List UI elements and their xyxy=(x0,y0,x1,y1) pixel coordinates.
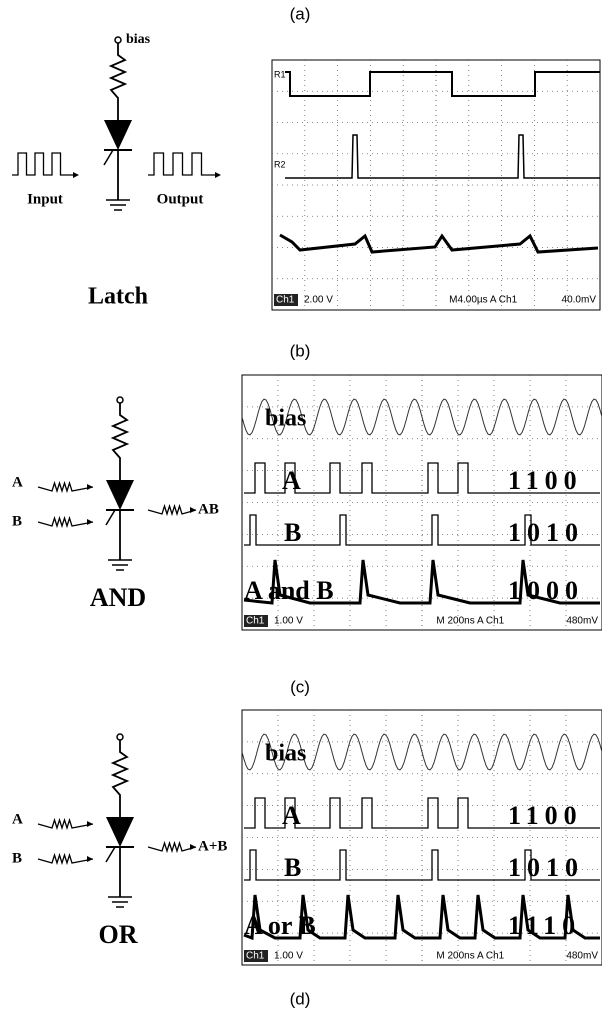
panel-label: (c) xyxy=(290,677,310,696)
panel-label: (b) xyxy=(290,341,311,360)
timebase-label: M 200ns A Ch1 xyxy=(436,616,504,627)
arrow-head xyxy=(215,172,221,178)
panel-label: (d) xyxy=(290,989,311,1008)
output-label: Output xyxy=(157,191,204,207)
volts-label: 1.00 V xyxy=(274,616,303,627)
logic-code: 1100 xyxy=(508,466,583,495)
signal-arrow xyxy=(38,483,93,491)
input-a: A xyxy=(12,474,23,490)
arrow-head xyxy=(190,844,196,850)
resistor xyxy=(113,740,127,817)
arrow-head xyxy=(87,821,93,827)
arrow-head xyxy=(190,507,196,513)
timebase-label: M 200ns A Ch1 xyxy=(436,951,504,962)
arrow-head xyxy=(87,519,93,525)
trigger-label: 480mV xyxy=(566,616,598,627)
thyristor xyxy=(106,817,134,847)
arrow-head xyxy=(87,856,93,862)
trigger-label: 480mV xyxy=(566,951,598,962)
signal-arrow xyxy=(38,855,93,863)
arrow-head xyxy=(73,172,79,178)
trace-label: bias xyxy=(265,741,306,767)
gate xyxy=(104,150,113,165)
gate-name: Latch xyxy=(88,284,148,310)
logic-code: 1000 xyxy=(508,576,584,605)
gate-name: AND xyxy=(90,583,146,612)
volts-label: 2.00 V xyxy=(304,295,333,306)
gate xyxy=(106,847,115,862)
channel-marker: R1 xyxy=(274,69,286,79)
arrow-head xyxy=(87,484,93,490)
trace-label: bias xyxy=(265,406,306,432)
thyristor xyxy=(106,480,134,510)
channel-label: Ch1 xyxy=(246,951,265,962)
input-b: B xyxy=(12,513,22,529)
signal-arrow xyxy=(38,518,93,526)
channel-label: Ch1 xyxy=(276,295,295,306)
output-label: AB xyxy=(198,501,219,517)
trace-label: A xyxy=(282,466,301,495)
pulse-train xyxy=(148,153,217,175)
gate xyxy=(106,510,115,525)
bias-terminal xyxy=(115,37,121,43)
panel-label: (a) xyxy=(290,4,311,23)
output-label: A+B xyxy=(198,838,227,854)
signal-arrow xyxy=(38,820,93,828)
gate-name: OR xyxy=(99,920,138,949)
trigger-label: 40.0mV xyxy=(562,295,597,306)
input-a: A xyxy=(12,811,23,827)
input-b: B xyxy=(12,850,22,866)
logic-code: 1010 xyxy=(508,518,584,547)
figure: (a)(b)(c)(d)biasInputOutputLatchABABANDA… xyxy=(0,0,602,1014)
trace-label: A xyxy=(282,801,301,830)
logic-code: 1010 xyxy=(508,853,584,882)
channel-marker: R2 xyxy=(274,159,286,169)
trace-label: B xyxy=(284,518,301,547)
resistor xyxy=(113,403,127,480)
trace-label: A and B xyxy=(244,576,334,605)
channel-label: Ch1 xyxy=(246,616,265,627)
input-label: Input xyxy=(27,191,63,207)
trace-label: A or B xyxy=(244,911,316,940)
logic-code: 1100 xyxy=(508,801,583,830)
signal-arrow xyxy=(148,843,196,851)
bias-terminal xyxy=(117,397,123,403)
logic-code: 1110 xyxy=(508,911,581,940)
resistor xyxy=(111,43,125,120)
bias-label: bias xyxy=(126,32,151,47)
bias-terminal xyxy=(117,734,123,740)
signal-arrow xyxy=(148,506,196,514)
trace-label: B xyxy=(284,853,301,882)
timebase-label: M4.00µs A Ch1 xyxy=(449,295,517,306)
thyristor xyxy=(104,120,132,150)
pulse-train xyxy=(12,153,75,175)
volts-label: 1.00 V xyxy=(274,951,303,962)
